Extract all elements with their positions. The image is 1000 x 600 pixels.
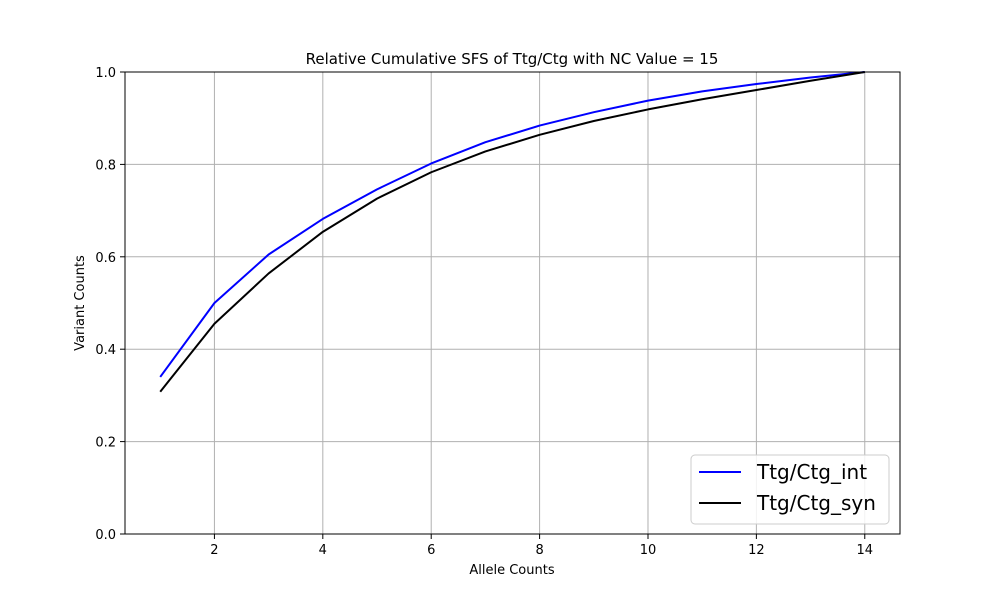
y-axis-ticks: 0.0 0.2 0.4 0.6 0.8 1.0 bbox=[95, 66, 125, 543]
series-line-ttg-ctg-int bbox=[159, 71, 865, 378]
x-axis-label: Allele Counts bbox=[469, 563, 554, 578]
y-tick-label: 0.2 bbox=[95, 436, 116, 451]
x-tick-label: 10 bbox=[640, 543, 657, 558]
legend-label-ttg-ctg-syn: Ttg/Ctg_syn bbox=[756, 491, 876, 515]
series-line-ttg-ctg-syn bbox=[159, 71, 865, 393]
legend-label-ttg-ctg-int: Ttg/Ctg_int bbox=[756, 460, 867, 484]
legend: Ttg/Ctg_int Ttg/Ctg_syn bbox=[690, 454, 890, 525]
x-axis-ticks: 2 4 6 8 10 12 14 bbox=[210, 534, 873, 558]
y-tick-label: 0.6 bbox=[95, 251, 116, 266]
x-tick-label: 4 bbox=[319, 543, 327, 558]
x-tick-label: 8 bbox=[535, 543, 543, 558]
series-lines bbox=[159, 71, 865, 393]
chart-title: Relative Cumulative SFS of Ttg/Ctg with … bbox=[306, 50, 719, 68]
plot-area-frame bbox=[124, 71, 901, 535]
y-tick-label: 1.0 bbox=[95, 66, 116, 81]
y-tick-label: 0.8 bbox=[95, 158, 116, 173]
x-tick-label: 12 bbox=[748, 543, 765, 558]
x-tick-label: 14 bbox=[856, 543, 873, 558]
y-axis-label: Variant Counts bbox=[73, 255, 88, 351]
x-tick-label: 6 bbox=[427, 543, 435, 558]
x-tick-label: 2 bbox=[210, 543, 218, 558]
y-tick-label: 0.0 bbox=[95, 528, 116, 543]
y-tick-label: 0.4 bbox=[95, 343, 116, 358]
